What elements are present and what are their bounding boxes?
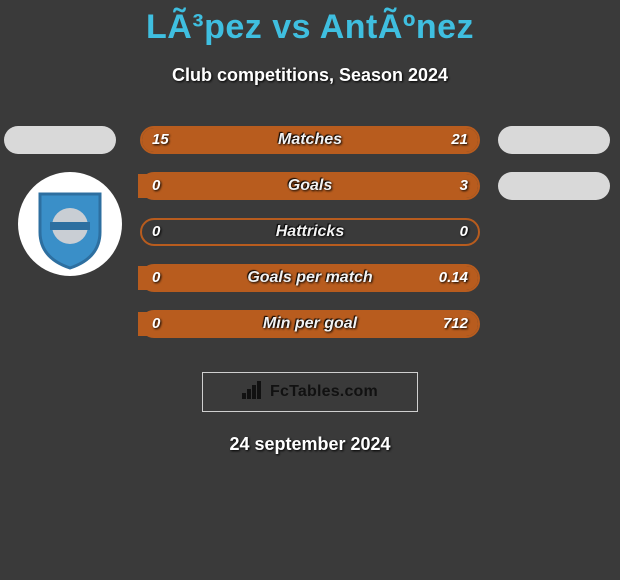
left-pill-placeholder — [4, 126, 116, 154]
stat-value-left: 0 — [152, 177, 160, 194]
stat-value-right: 21 — [451, 131, 468, 148]
bars-icon — [242, 381, 264, 404]
stat-bar: 03Goals — [140, 172, 480, 200]
stat-fill-right — [138, 312, 478, 336]
stat-row: 00.14Goals per match — [0, 264, 620, 310]
stat-row: 1521Matches — [0, 126, 620, 172]
stat-bar: 0 0Hattricks — [140, 218, 480, 246]
stat-bar: 1521Matches — [140, 126, 480, 154]
stat-fill-right — [280, 128, 478, 152]
subtitle: Club competitions, Season 2024 — [0, 65, 620, 86]
stat-fill-right — [138, 266, 478, 290]
right-pill-placeholder — [498, 126, 610, 154]
right-side — [500, 126, 620, 172]
page-title: LÃ³pez vs AntÃºnez — [0, 0, 620, 47]
left-side — [0, 310, 120, 356]
brand-inner: FcTables.com — [242, 381, 378, 404]
stat-fill-right — [138, 174, 478, 198]
stat-row: 0 0Hattricks — [0, 218, 620, 264]
stat-value-left: 0 — [152, 315, 160, 332]
right-side — [500, 218, 620, 264]
brand-text: FcTables.com — [270, 383, 378, 401]
right-side — [500, 264, 620, 310]
stat-value-left: 15 — [152, 131, 169, 148]
left-side — [0, 126, 120, 172]
left-side — [0, 218, 120, 264]
stat-row: 0712Min per goal — [0, 310, 620, 356]
stat-value-right: 712 — [443, 315, 468, 332]
right-pill-placeholder — [498, 172, 610, 200]
stat-label: Hattricks — [142, 223, 478, 241]
root-container: LÃ³pez vs AntÃºnez Club competitions, Se… — [0, 0, 620, 455]
date-line: 24 september 2024 — [0, 434, 620, 455]
stat-value-right: 3 — [460, 177, 468, 194]
stat-bar: 0712Min per goal — [140, 310, 480, 338]
stat-value-right: 0.14 — [439, 269, 468, 286]
stat-value-right: 0 — [460, 223, 468, 240]
stat-row: 03Goals — [0, 172, 620, 218]
right-side — [500, 310, 620, 356]
brand-box: FcTables.com — [202, 372, 418, 412]
left-side — [0, 172, 120, 218]
stats-block: 1521Matches03Goals00Hattricks00.14Goals … — [0, 126, 620, 356]
left-side — [0, 264, 120, 310]
stat-bar: 00.14Goals per match — [140, 264, 480, 292]
stat-value-left: 0 — [152, 223, 160, 240]
stat-value-left: 0 — [152, 269, 160, 286]
right-side — [500, 172, 620, 218]
